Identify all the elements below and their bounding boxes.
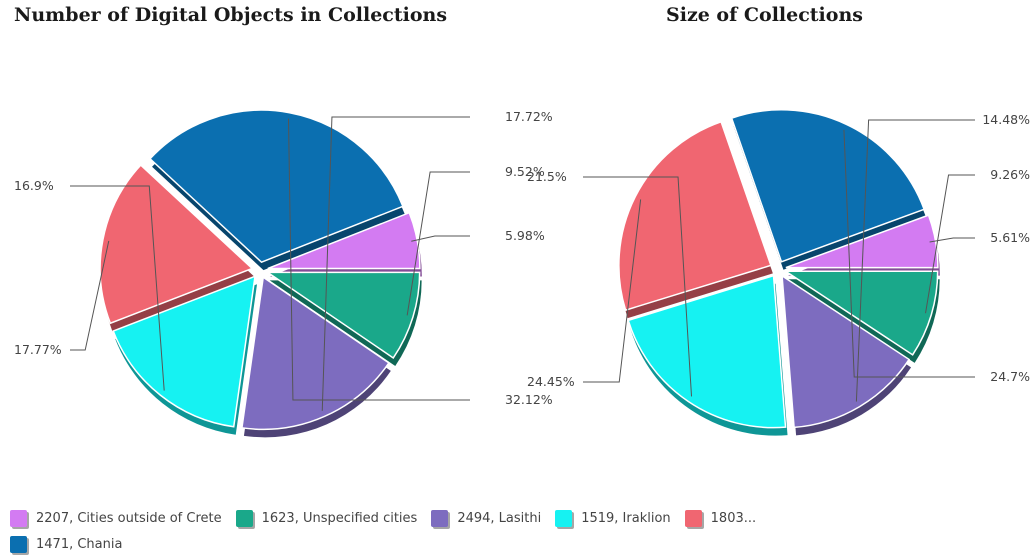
legend-swatch bbox=[10, 535, 27, 553]
pie-slice bbox=[148, 109, 404, 264]
legend-item-unspecified-cities: 1623, Unspecified cities bbox=[235, 509, 418, 527]
leader-line bbox=[583, 199, 642, 383]
leader-line bbox=[929, 237, 975, 243]
chart-title-digital-objects: Number of Digital Objects in Collections bbox=[14, 4, 448, 26]
legend-item-truncated: 1803... bbox=[684, 509, 757, 527]
legend-item-cities-outside-crete: 2207, Cities outside of Crete bbox=[10, 509, 222, 527]
pie-slice bbox=[627, 274, 787, 429]
legend-swatch bbox=[684, 509, 702, 527]
pie-chart-1: 5.98% 32.12% 17.77% 16.9% 17.72% 9.52% bbox=[14, 109, 553, 438]
pie-chart-2: 5.61% 24.7% 24.45% 21.5% 14.48% 9.26% bbox=[527, 109, 1030, 436]
pie-charts-canvas: 5.98% 32.12% 17.77% 16.9% 17.72% 9.52% 5.61% 24… bbox=[14, 109, 1030, 438]
legend-swatch bbox=[10, 509, 27, 527]
legend-label: 1803... bbox=[710, 510, 757, 526]
slice-percent-label: 32.12% bbox=[505, 392, 553, 407]
leader-line bbox=[855, 119, 975, 402]
leader-line bbox=[321, 116, 470, 411]
legend: 2207, Cities outside of Crete 1623, Unsp… bbox=[10, 505, 1030, 557]
leader-line bbox=[287, 118, 470, 401]
legend-item-iraklion: 1519, Iraklion bbox=[555, 509, 671, 527]
legend-swatch bbox=[555, 509, 573, 527]
legend-item-chania: 1471, Chania bbox=[10, 535, 123, 553]
legend-row-2: 1471, Chania bbox=[10, 531, 1030, 557]
leader-line bbox=[843, 129, 975, 378]
leader-line bbox=[406, 171, 470, 316]
legend-label: 2494, Lasithi bbox=[457, 510, 542, 526]
pie-slice bbox=[783, 270, 939, 356]
legend-swatch bbox=[235, 509, 253, 527]
slice-percent-label: 14.48% bbox=[982, 112, 1030, 127]
pie-slice bbox=[265, 271, 421, 359]
leader-line bbox=[70, 240, 110, 351]
legend-label: 1471, Chania bbox=[36, 536, 123, 552]
leader-line bbox=[925, 174, 975, 314]
slice-percent-label: 9.52% bbox=[505, 164, 545, 179]
slice-percent-label: 17.77% bbox=[14, 342, 62, 357]
legend-row-1: 2207, Cities outside of Crete 1623, Unsp… bbox=[10, 505, 1030, 531]
slice-percent-label: 24.7% bbox=[990, 369, 1030, 384]
slice-percent-label: 5.61% bbox=[990, 230, 1030, 245]
leader-line bbox=[70, 185, 165, 391]
pie-slice bbox=[730, 109, 926, 263]
slice-percent-label: 16.9% bbox=[14, 178, 54, 193]
legend-label: 2207, Cities outside of Crete bbox=[36, 510, 222, 526]
slice-percent-label: 24.45% bbox=[527, 374, 575, 389]
legend-label: 1519, Iraklion bbox=[581, 510, 671, 526]
leader-line bbox=[583, 176, 693, 397]
slice-percent-label: 5.98% bbox=[505, 228, 545, 243]
slice-percent-label: 9.26% bbox=[990, 167, 1030, 182]
slice-percent-label: 17.72% bbox=[505, 109, 553, 124]
pie-slice bbox=[112, 275, 256, 428]
legend-swatch bbox=[431, 509, 449, 527]
slice-percent-label: 21.5% bbox=[527, 169, 567, 184]
pie-slice bbox=[781, 274, 911, 429]
pie-slice bbox=[241, 276, 390, 431]
legend-label: 1623, Unspecified cities bbox=[261, 510, 418, 526]
pie-slice bbox=[99, 164, 254, 325]
legend-item-lasithi: 2494, Lasithi bbox=[431, 509, 542, 527]
pie-slice bbox=[618, 120, 772, 312]
chart-title-collection-size: Size of Collections bbox=[666, 4, 863, 26]
